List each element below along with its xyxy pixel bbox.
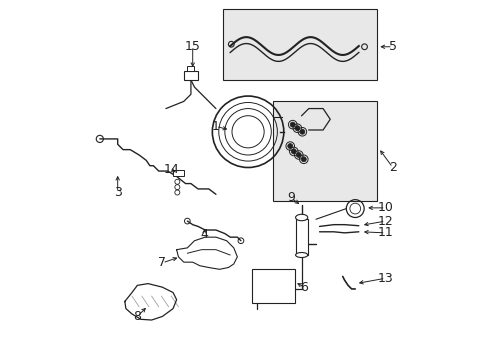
Text: 11: 11 bbox=[377, 226, 393, 239]
Bar bbox=[295, 219, 307, 255]
Text: 7: 7 bbox=[158, 256, 166, 269]
Circle shape bbox=[291, 149, 296, 154]
Ellipse shape bbox=[295, 214, 307, 221]
Bar bbox=[173, 170, 183, 176]
Circle shape bbox=[301, 157, 305, 162]
Text: 14: 14 bbox=[163, 163, 179, 176]
Bar bbox=[272, 102, 376, 202]
Text: 10: 10 bbox=[377, 201, 393, 214]
Text: 15: 15 bbox=[184, 40, 200, 53]
Text: 3: 3 bbox=[114, 186, 122, 199]
Text: 9: 9 bbox=[286, 192, 294, 204]
Bar bbox=[183, 71, 198, 80]
Bar bbox=[186, 66, 194, 71]
Bar bbox=[251, 269, 294, 303]
Bar bbox=[223, 9, 376, 80]
Text: 6: 6 bbox=[300, 281, 308, 294]
Text: 4: 4 bbox=[200, 228, 208, 241]
Circle shape bbox=[299, 129, 304, 134]
Text: 5: 5 bbox=[388, 40, 396, 53]
Circle shape bbox=[290, 122, 295, 127]
Ellipse shape bbox=[295, 252, 307, 257]
Text: 12: 12 bbox=[377, 215, 393, 228]
Circle shape bbox=[287, 144, 292, 149]
Text: 8: 8 bbox=[133, 310, 141, 323]
Circle shape bbox=[294, 126, 299, 131]
Text: 2: 2 bbox=[388, 161, 396, 174]
Text: 13: 13 bbox=[377, 272, 393, 285]
Circle shape bbox=[296, 153, 301, 157]
Text: 1: 1 bbox=[212, 120, 220, 133]
